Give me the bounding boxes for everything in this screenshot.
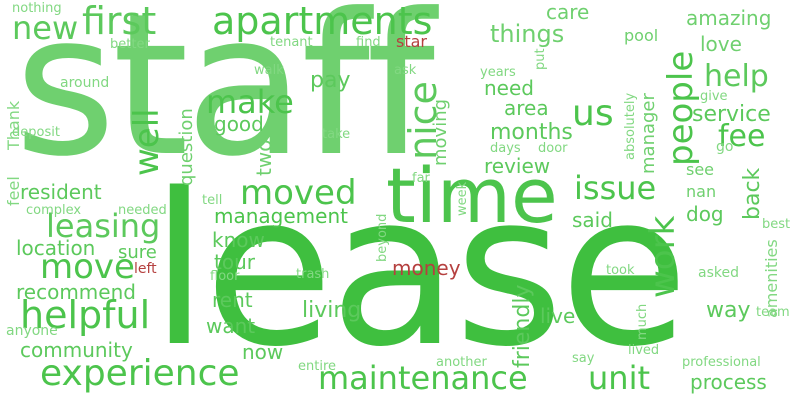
word-asked: asked [698, 265, 739, 281]
word-now: now [242, 340, 284, 364]
word-living: living [302, 298, 362, 323]
word-live: live [540, 304, 576, 328]
word-nan: nan [686, 182, 717, 201]
word-maintenance: maintenance [318, 359, 528, 397]
word-needed: needed [118, 203, 167, 218]
word-lived: lived [628, 343, 660, 358]
word-need: need [484, 76, 534, 100]
word-experience: experience [40, 353, 240, 394]
word-around: around [60, 75, 110, 91]
word-months: months [490, 120, 573, 145]
word-better: better [110, 37, 150, 52]
word-years: years [480, 65, 516, 80]
word-moving: moving [430, 98, 451, 166]
word-know: know [212, 228, 265, 252]
word-pay: pay [310, 68, 351, 93]
word-leasing: leasing [46, 207, 161, 245]
word-walk: walk [254, 63, 284, 78]
word-service: service [692, 102, 771, 127]
word-work: work [643, 215, 683, 298]
word-moved: moved [240, 173, 357, 213]
word-star: star [396, 32, 427, 51]
word-nothing: nothing [12, 1, 62, 16]
word-feel: feel [4, 176, 23, 206]
word-two: two [252, 139, 276, 176]
word-entire: entire [298, 359, 337, 374]
word-care: care [546, 0, 590, 24]
word-lease: lease [150, 148, 689, 393]
word-professional: professional [682, 355, 761, 370]
word-love: love [700, 32, 742, 56]
word-things: things [490, 20, 565, 48]
word-took: took [606, 263, 635, 278]
word-location: location [16, 236, 96, 260]
word-days: days [490, 141, 521, 156]
word-door: door [538, 141, 568, 156]
word-beyond: beyond [375, 213, 390, 262]
word-put: put [533, 48, 548, 70]
word-apartments: apartments [212, 0, 433, 43]
word-rent: rent [212, 288, 253, 312]
word-question: question [176, 108, 197, 186]
word-much: much [635, 303, 650, 340]
word-complex: complex [26, 203, 82, 218]
word-management: management [214, 204, 348, 228]
word-deposit: deposit [12, 125, 60, 140]
word-us: us [572, 93, 614, 134]
word-resident: resident [20, 180, 102, 204]
word-help: help [704, 59, 769, 94]
word-week: week [455, 181, 470, 216]
word-way: way [706, 298, 751, 323]
word-left: left [134, 261, 157, 277]
word-sure: sure [118, 242, 157, 263]
word-time: time [386, 151, 558, 240]
word-friendly: friendly [510, 284, 535, 368]
word-amazing: amazing [686, 6, 772, 30]
word-pool: pool [624, 26, 659, 45]
word-tenant: tenant [270, 35, 313, 50]
word-best: best [762, 217, 791, 232]
word-fee: fee [718, 119, 766, 154]
word-tour: tour [214, 250, 255, 274]
word-review: review [484, 154, 551, 178]
word-absolutely: absolutely [623, 92, 638, 160]
word-far: far [412, 171, 430, 186]
word-community: community [20, 338, 133, 362]
word-see: see [686, 160, 715, 179]
word-make: make [206, 83, 294, 121]
word-take: take [322, 127, 351, 142]
word-tell: tell [202, 193, 223, 208]
word-another: another [436, 355, 487, 370]
word-area: area [504, 96, 549, 120]
word-process: process [690, 370, 767, 394]
word-floor: floor [210, 269, 240, 284]
word-move: move [40, 247, 135, 287]
word-dog: dog [686, 202, 724, 226]
word-money: money [392, 256, 461, 280]
word-want: want [206, 314, 256, 338]
word-ask: ask [394, 63, 417, 78]
word-say: say [572, 351, 595, 366]
word-first: first [82, 0, 157, 43]
word-trash: trash [296, 267, 330, 282]
word-helpful: helpful [20, 293, 151, 337]
word-staff: staff [14, 0, 435, 200]
word-go: go [716, 139, 734, 155]
word-team: team [756, 305, 790, 320]
word-back: back [740, 167, 765, 220]
word-issue: issue [574, 169, 657, 207]
word-find: find [356, 35, 381, 50]
word-well: well [127, 108, 167, 176]
word-recommend: recommend [16, 280, 136, 304]
word-give: give [700, 89, 728, 104]
word-said: said [572, 208, 613, 232]
word-anyone: anyone [6, 323, 58, 339]
word-unit: unit [588, 359, 650, 397]
word-manager: manager [638, 93, 659, 174]
word-good: good [214, 112, 264, 136]
word-new: new [12, 9, 79, 47]
